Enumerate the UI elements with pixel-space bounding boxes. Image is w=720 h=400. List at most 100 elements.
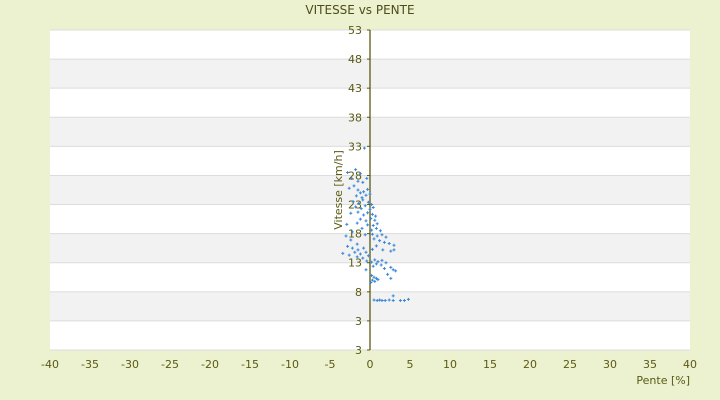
data-point — [364, 250, 368, 254]
data-point — [375, 222, 379, 226]
data-point — [365, 259, 369, 263]
data-point — [344, 234, 348, 238]
data-point — [381, 248, 385, 252]
data-point — [370, 274, 374, 278]
y-tick-label: 48 — [348, 53, 362, 66]
data-point — [355, 255, 359, 259]
data-point — [389, 249, 393, 253]
data-point — [406, 297, 410, 301]
x-tick-label: -40 — [41, 358, 59, 371]
data-point — [374, 226, 378, 230]
data-point — [378, 229, 382, 233]
data-point — [386, 272, 390, 276]
y-tick-label: 13 — [348, 257, 362, 270]
data-point — [341, 251, 345, 255]
data-point — [375, 234, 379, 238]
data-point — [364, 268, 368, 272]
data-point — [370, 228, 374, 232]
data-point — [351, 200, 355, 204]
data-point — [382, 240, 386, 244]
data-point — [384, 261, 388, 265]
data-point — [350, 230, 354, 234]
data-point — [353, 250, 357, 254]
y-tick-label: 18 — [348, 228, 362, 241]
data-point — [361, 198, 365, 202]
data-point — [366, 211, 370, 215]
data-point — [354, 205, 358, 209]
data-point — [370, 247, 374, 251]
data-point — [372, 298, 376, 302]
data-point — [354, 168, 358, 172]
data-point — [362, 146, 366, 150]
data-point — [391, 299, 395, 303]
data-point — [376, 278, 380, 282]
y-tick-label: 3 — [355, 315, 362, 328]
data-point — [379, 263, 383, 267]
data-point — [374, 262, 378, 266]
x-tick-label: -30 — [121, 358, 139, 371]
data-point — [380, 258, 384, 262]
data-point — [354, 194, 358, 198]
data-point — [371, 223, 375, 227]
x-tick-label: 35 — [643, 358, 657, 371]
data-point — [356, 179, 360, 183]
data-point — [382, 267, 386, 271]
data-point — [372, 237, 376, 241]
x-tick-label: -35 — [81, 358, 99, 371]
data-point — [357, 201, 361, 205]
x-tick-label: -25 — [161, 358, 179, 371]
y-tick-label: 23 — [348, 199, 362, 212]
y-tick-label: 38 — [348, 111, 362, 124]
data-point — [347, 253, 351, 257]
data-point — [366, 200, 370, 204]
y-axis-title: Vitesse [km/h] — [332, 150, 345, 230]
data-point — [369, 281, 373, 285]
data-point — [363, 204, 367, 208]
data-point — [345, 222, 349, 226]
data-point — [350, 176, 354, 180]
data-point — [373, 279, 377, 283]
data-point — [362, 190, 366, 194]
data-point — [392, 243, 396, 247]
data-point — [356, 248, 360, 252]
data-point — [373, 258, 377, 262]
data-point — [361, 256, 365, 260]
data-point — [366, 187, 370, 191]
data-point — [346, 171, 350, 175]
data-point — [350, 246, 354, 250]
data-point — [371, 205, 375, 209]
data-point — [392, 248, 396, 252]
data-point — [365, 176, 369, 180]
data-point — [349, 211, 353, 215]
x-tick-label: 25 — [563, 358, 577, 371]
data-point — [370, 212, 374, 216]
data-point — [364, 219, 368, 223]
data-point — [389, 276, 393, 280]
data-point — [369, 217, 373, 221]
data-point — [370, 278, 374, 282]
data-point — [359, 207, 363, 211]
data-point — [391, 268, 395, 272]
y-tick-label: 53 — [348, 24, 362, 37]
data-point — [371, 264, 375, 268]
data-point — [376, 260, 380, 264]
data-point — [387, 298, 391, 302]
data-point — [358, 191, 362, 195]
data-point — [373, 218, 377, 222]
data-point — [370, 260, 374, 264]
data-point — [370, 232, 374, 236]
data-point — [375, 299, 379, 303]
data-point — [364, 193, 368, 197]
data-point — [378, 239, 382, 243]
data-point — [368, 192, 372, 196]
data-point — [358, 252, 362, 256]
data-point — [384, 235, 388, 239]
data-point — [383, 299, 387, 303]
data-point — [370, 203, 374, 207]
data-point — [366, 254, 370, 258]
data-point — [346, 244, 350, 248]
x-tick-label: 15 — [483, 358, 497, 371]
data-point — [389, 265, 393, 269]
data-point — [360, 196, 364, 200]
